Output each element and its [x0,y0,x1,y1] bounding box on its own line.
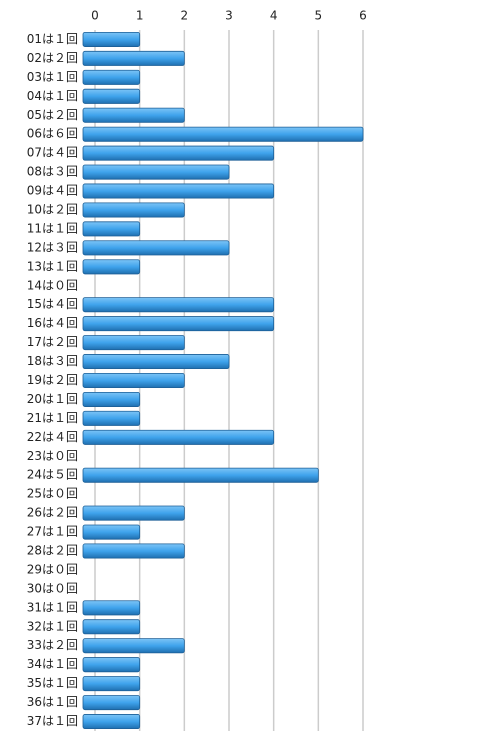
bar [82,372,185,389]
y-tick-label: 11は１回 [27,221,78,235]
bar [82,391,141,407]
y-tick-label: 03は１回 [27,70,78,84]
bar [82,676,141,692]
y-tick-label: 02は２回 [27,51,78,65]
y-tick-label: 19は２回 [27,373,78,387]
bar [82,88,141,104]
y-tick-label: 14は０回 [27,278,78,292]
bar [82,297,275,313]
bar [82,107,185,123]
y-tick-label: 37は１回 [27,714,78,728]
bar [82,543,185,559]
y-tick-label: 04は１回 [27,89,78,103]
y-tick-label: 24は５回 [27,468,78,482]
bar [82,164,230,180]
y-tick-label: 22は４回 [27,430,78,444]
y-tick-label: 28は２回 [27,544,78,558]
bar [82,354,230,370]
y-tick-label: 21は１回 [27,411,78,425]
bar [82,638,185,654]
bar [82,69,141,85]
bar [82,467,319,483]
bar [82,31,141,47]
y-tick-label: 08は３回 [27,165,78,179]
y-tick-label: 31は１回 [27,600,78,614]
y-tick-label: 20は１回 [27,392,78,406]
bar [82,50,185,66]
y-tick-label: 30は０回 [27,581,78,595]
y-tick-label: 18は３回 [27,354,78,368]
x-tick-label: 0 [91,9,99,23]
y-tick-label: 33は２回 [27,638,78,652]
bar [82,126,364,142]
bar [82,657,141,673]
y-tick-label: 10は２回 [27,202,78,216]
bar [82,240,230,256]
x-tick-label: 2 [181,9,189,23]
y-tick-label: 35は１回 [27,676,78,690]
y-tick-label: 26は２回 [27,506,78,520]
x-tick-label: 5 [315,9,323,23]
y-tick-label: 07は４回 [27,146,78,160]
y-tick-label: 27は１回 [27,525,78,539]
y-tick-label: 17は２回 [27,335,78,349]
y-tick-label: 36は１回 [27,695,78,709]
bar [82,316,275,332]
x-tick-label: 1 [136,9,144,23]
bar [82,695,141,711]
bar [82,145,275,161]
y-tick-label: 01は１回 [27,32,78,46]
x-tick-label: 3 [225,9,233,23]
bar [82,505,185,521]
y-tick-label: 15は４回 [27,297,78,311]
y-tick-label: 16は４回 [27,316,78,330]
y-tick-label: 13は１回 [27,259,78,273]
y-tick-label: 25は０回 [27,487,78,501]
y-tick-label: 29は０回 [27,562,78,576]
y-tick-label: 06は６回 [27,127,78,141]
bar [82,410,141,426]
bar [82,202,185,218]
bar [82,335,185,351]
bar [82,259,141,275]
bar [82,714,141,730]
y-tick-label: 09は４回 [27,184,78,198]
bar [82,619,141,635]
x-tick-label: 6 [359,9,367,23]
y-tick-label: 34は１回 [27,657,78,671]
y-tick-label: 12は３回 [27,240,78,254]
bar [82,183,275,199]
y-tick-label: 23は０回 [27,449,78,463]
x-tick-label: 4 [270,9,278,23]
bar [82,429,275,445]
bar [82,524,141,540]
y-tick-label: 05は２回 [27,108,78,122]
bar [82,221,141,237]
bar [82,600,141,616]
y-tick-label: 32は１回 [27,619,78,633]
